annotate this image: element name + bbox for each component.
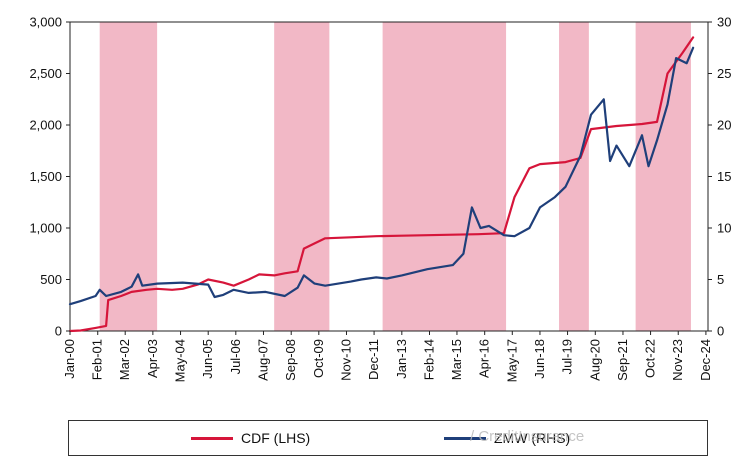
x-axis-tick-label: Dec-11	[366, 339, 381, 380]
x-axis-tick-label: Sep-21	[615, 339, 630, 381]
x-axis-tick-label: Nov-23	[670, 339, 685, 381]
x-axis-tick-label: Aug-20	[587, 339, 602, 381]
right-axis-tick-label: 5	[717, 272, 724, 287]
watermark-text: / CreditInsurance	[470, 428, 585, 445]
legend: CDF (LHS) ZMW (RHS)	[68, 420, 708, 456]
shaded-periods	[99, 22, 691, 331]
x-axis-tick-label: Mar-02	[117, 339, 132, 380]
x-axis-tick-label: Nov-10	[338, 339, 353, 381]
x-axis-tick-label: Feb-01	[90, 339, 105, 380]
shaded-period-5	[635, 22, 691, 331]
x-axis-tick-label: Apr-16	[477, 339, 492, 378]
x-axis-tick-label: May-04	[173, 339, 188, 382]
x-axis-tick-label: Apr-03	[145, 339, 160, 378]
x-axis-tick-label: Oct-22	[643, 339, 658, 378]
x-axis-tick-label: Jul-06	[228, 339, 243, 374]
shaded-period-4	[559, 22, 589, 331]
x-axis-tick-label: Feb-14	[421, 339, 436, 380]
legend-item-zmw: ZMW (RHS)	[444, 430, 570, 446]
right-axis-tick-label: 0	[717, 324, 724, 339]
left-axis-tick-label: 3,000	[29, 15, 62, 30]
series-line-zmw	[68, 46, 695, 306]
x-axis-tick-label: Dec-24	[698, 339, 713, 381]
right-axis-tick-label: 25	[717, 66, 731, 81]
x-axis-tick-label: Oct-09	[311, 339, 326, 378]
legend-swatch-zmw	[444, 436, 486, 440]
series-lines	[68, 36, 695, 333]
legend-item-cdf: CDF (LHS)	[191, 430, 310, 446]
right-axis-tick-label: 30	[717, 15, 731, 30]
x-axis-tick-label: Jul-19	[560, 339, 575, 374]
shaded-period-3	[382, 22, 507, 331]
left-axis-tick-label: 2,500	[29, 66, 62, 81]
left-axis-tick-label: 1,000	[29, 221, 62, 236]
legend-label-zmw: ZMW (RHS)	[494, 430, 571, 446]
axes: 0 500 1,000 1,500 2,000 2,500 3,000 0 5 10 15 20 25 3…	[29, 15, 731, 383]
x-axis-tick-label: Aug-07	[255, 339, 270, 381]
left-axis-tick-label: 0	[55, 324, 62, 339]
x-axis-tick-label: May-17	[504, 339, 519, 382]
left-axis-tick-label: 500	[40, 272, 62, 287]
right-axis-tick-label: 20	[717, 118, 731, 133]
x-axis-tick-label: Jun-05	[200, 339, 215, 379]
legend-swatch-cdf	[191, 436, 233, 440]
x-axis-tick-label: Mar-15	[449, 339, 464, 380]
right-axis-tick-label: 15	[717, 169, 731, 184]
left-axis-tick-label: 2,000	[29, 118, 62, 133]
x-axis-tick-label: Jan-13	[394, 339, 409, 379]
shaded-period-1	[99, 22, 158, 331]
legend-label-cdf: CDF (LHS)	[241, 430, 311, 446]
right-axis-tick-label: 10	[717, 221, 731, 236]
x-axis-tick-label: Sep-08	[283, 339, 298, 381]
x-axis-tick-label: Jan-00	[62, 339, 77, 379]
x-axis-tick-label: Jun-18	[532, 339, 547, 379]
left-axis-tick-label: 1,500	[29, 169, 62, 184]
series-line-cdf	[68, 36, 695, 333]
